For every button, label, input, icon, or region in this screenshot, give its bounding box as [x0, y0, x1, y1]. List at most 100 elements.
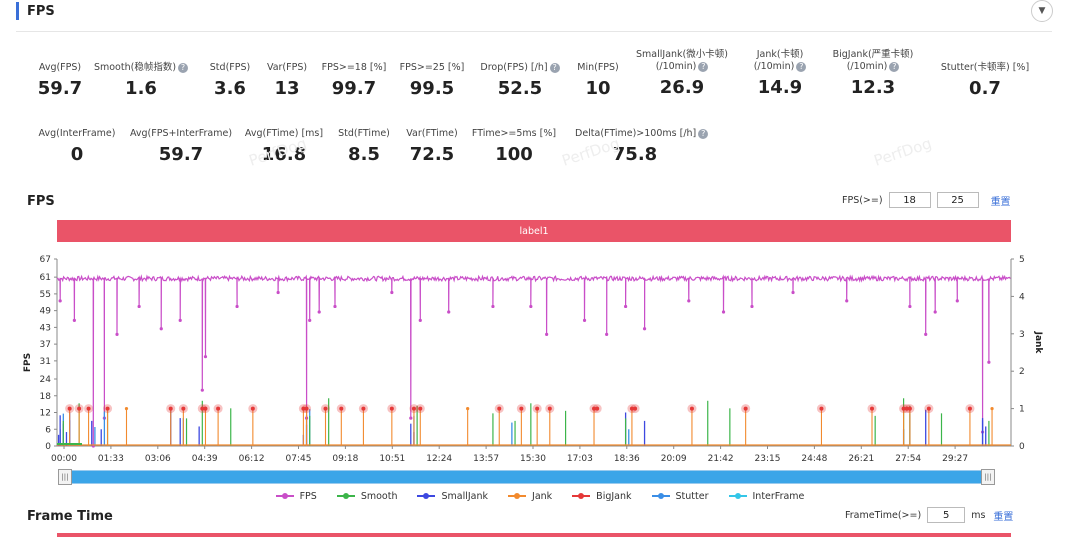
stat-value: 8.5 [348, 144, 380, 165]
stat-stats_row1-0: Avg(FPS) 59.7 [0, 62, 120, 100]
stat-value: 0 [70, 144, 84, 165]
help-icon[interactable]: ? [178, 62, 189, 73]
bigjank-point [361, 406, 366, 411]
help-icon[interactable]: ? [889, 61, 900, 72]
bigjank-point [819, 406, 824, 411]
legend-item-fps[interactable]: FPS [275, 489, 317, 503]
help-icon[interactable]: ? [796, 61, 807, 72]
stat-stats_row1-5: FPS>=25 [%] 99.5 [372, 62, 492, 100]
legend-item-interframe[interactable]: InterFrame [728, 489, 805, 503]
stat-label-text: Avg(FTime) [ms] [244, 128, 324, 139]
stat-label: Smooth(稳帧指数)? [81, 62, 201, 74]
y-tick-label: 31 [40, 357, 51, 367]
stat-label-text: Std(FPS) [209, 62, 251, 73]
stat-label: SmallJank(微小卡顿) [622, 49, 742, 61]
stat-label: FTime>=5ms [%] [454, 128, 574, 140]
help-icon[interactable]: ? [549, 62, 560, 73]
bigjank-point [907, 406, 912, 411]
fps-threshold-input-1[interactable] [888, 192, 931, 208]
legend-label: Jank [532, 490, 553, 502]
slider-handle-left[interactable]: ||| [58, 469, 72, 485]
stat-value: 100 [495, 144, 533, 165]
legend-item-bigjank[interactable]: BigJank [572, 489, 632, 503]
stat-value: 1.6 [125, 78, 157, 99]
y-tick-label: 67 [40, 255, 51, 265]
watermark: PerfDog [871, 134, 934, 170]
stat-label: Drop(FPS) [/h]? [460, 62, 580, 74]
fps-dip-point [235, 304, 239, 309]
x-tick-label: 13:57 [473, 454, 499, 464]
y-right-tick-label: 2 [1019, 367, 1025, 377]
fps-dip-point [308, 318, 312, 323]
help-icon[interactable]: ? [698, 128, 709, 139]
stat-value: 99.5 [409, 78, 455, 99]
fps-dip-point [159, 327, 163, 331]
fps-dip-point [642, 327, 647, 331]
y-tick-label: 0 [45, 442, 51, 452]
help-icon[interactable]: ? [698, 61, 709, 72]
stat-label: Avg(FTime) [ms] [224, 128, 344, 140]
fps-dip-point [276, 290, 280, 295]
fps-threshold-input-2[interactable] [936, 192, 979, 208]
legend-item-stutter[interactable]: Stutter [651, 489, 709, 503]
label-bar-text: label1 [519, 225, 549, 237]
y-tick-label: 49 [40, 307, 52, 317]
frame-time-reset-link[interactable]: 重置 [993, 511, 1014, 523]
bigjank-point [250, 406, 255, 411]
stat-stats_row2-0: Avg(InterFrame) 0 [17, 128, 137, 166]
bigjank-point [86, 406, 91, 411]
x-tick-label: 12:24 [426, 454, 452, 464]
jank-point [124, 407, 129, 411]
fps-reset-link[interactable]: 重置 [990, 196, 1011, 208]
stat-label: Std(FTime) [304, 128, 424, 140]
bigjank-point [77, 406, 82, 411]
stat-label: Avg(InterFrame) [17, 128, 137, 140]
stat-stats_row1-4: FPS>=18 [%] 99.7 [294, 62, 414, 100]
legend-label: InterFrame [752, 490, 805, 502]
bigjank-point [629, 406, 634, 411]
slider-track[interactable] [58, 470, 995, 484]
stat-label: Var(FPS) [227, 62, 347, 74]
legend-item-smooth[interactable]: Smooth [336, 489, 397, 503]
stat-stats_row2-4: Var(FTime) 72.5 [372, 128, 492, 166]
y-tick-label: 18 [40, 392, 52, 402]
fps-dip-point [750, 304, 754, 309]
stat-stats_row2-5: FTime>=5ms [%] 100 [454, 128, 574, 166]
bigjank-point [323, 406, 328, 411]
stat-value: 99.7 [331, 78, 377, 99]
fps-dip-point [137, 304, 141, 309]
x-tick-label: 20:09 [661, 454, 687, 464]
stat-stats_row2-3: Std(FTime) 8.5 [304, 128, 424, 166]
stat-label: Std(FPS) [170, 62, 290, 74]
slider-handle-right[interactable]: ||| [981, 469, 995, 485]
legend-swatch [572, 493, 591, 499]
legend-item-jank[interactable]: Jank [508, 489, 552, 503]
fps-dip-point [845, 299, 849, 303]
stat-stats_row1-8: SmallJank(微小卡顿) (/10min)? 26.9 [622, 49, 742, 99]
stat-label-unit-text: (/10min) [846, 61, 888, 72]
fps-dip-point [582, 318, 587, 323]
stat-stats_row1-3: Var(FPS) 13 [227, 62, 347, 100]
bigjank-point [411, 406, 416, 411]
fps-dip-point [687, 299, 691, 303]
stat-value: 3.6 [214, 78, 246, 99]
fps-dip-point [624, 304, 628, 309]
bigjank-point [304, 406, 309, 411]
timeline-slider[interactable]: ||| ||| [58, 469, 995, 485]
label-bar[interactable]: label1 [57, 220, 1011, 242]
bigjank-point [168, 406, 173, 411]
frame-time-threshold-input[interactable] [927, 507, 966, 523]
fps-dip-point [447, 310, 451, 314]
y-right-tick-label: 1 [1019, 405, 1025, 415]
stat-value: 12.3 [850, 77, 896, 98]
legend-item-smalljank[interactable]: SmallJank [417, 489, 488, 503]
stat-stats_row1-10: BigJank(严重卡顿) (/10min)? 12.3 [813, 49, 933, 99]
bigjank-point [926, 406, 931, 411]
fps-dip-point [924, 332, 928, 336]
fps-dip-point [908, 304, 912, 309]
fps-dip-point [200, 388, 204, 392]
stat-label-text: Var(FTime) [406, 128, 458, 139]
bigjank-point [595, 406, 600, 411]
collapse-button[interactable]: ▼ [1031, 0, 1053, 22]
